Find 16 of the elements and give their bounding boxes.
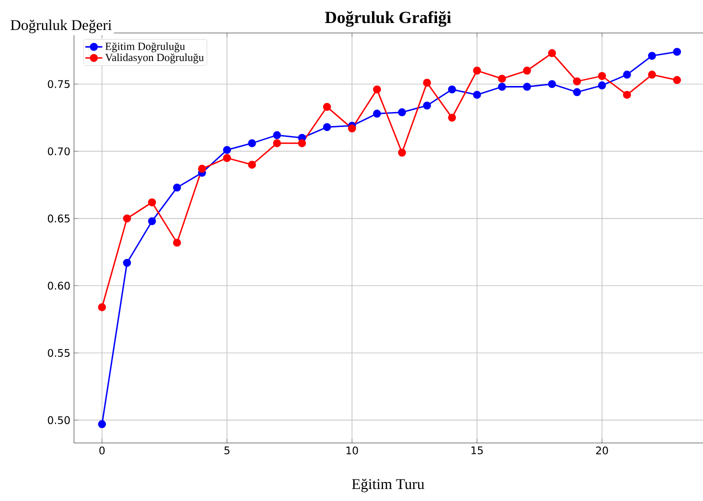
y-tick-label: 0.60 <box>48 282 70 290</box>
y-tick-label: 0.75 <box>48 80 70 88</box>
x-tick-label: 0 <box>99 446 105 454</box>
x-axis-title: Eğitim Turu <box>352 478 424 492</box>
legend-label: Eğitim Doğruluğu <box>105 42 185 52</box>
chart-title: Doğruluk Grafiği <box>325 11 452 27</box>
y-tick-label: 0.65 <box>48 214 70 222</box>
x-tick-label: 10 <box>346 446 358 454</box>
y-tick-label: 0.70 <box>48 147 70 156</box>
x-tick-label: 20 <box>596 446 608 454</box>
y-tick-label: 0.50 <box>48 416 70 424</box>
y-axis-title: Doğruluk Değeri <box>10 20 112 34</box>
legend-label: Validasyon Doğruluğu <box>105 53 204 64</box>
x-tick-label: 5 <box>224 446 230 454</box>
x-tick-label: 15 <box>471 446 483 454</box>
y-tick-label: 0.55 <box>48 348 70 357</box>
